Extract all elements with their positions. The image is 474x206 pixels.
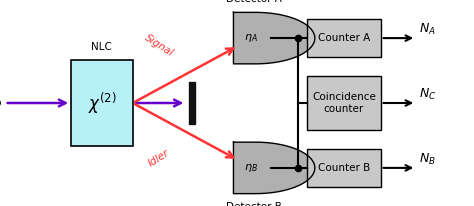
- Text: Coincidence
counter: Coincidence counter: [312, 92, 376, 114]
- Text: $\eta_A$: $\eta_A$: [244, 32, 258, 44]
- Text: NLC: NLC: [91, 41, 112, 52]
- Text: $\eta_B$: $\eta_B$: [244, 162, 258, 174]
- Text: $N_C$: $N_C$: [419, 87, 436, 102]
- Text: Detector A: Detector A: [226, 0, 282, 4]
- Text: Counter A: Counter A: [318, 33, 370, 43]
- Wedge shape: [255, 142, 315, 194]
- Text: $N_A$: $N_A$: [419, 22, 435, 37]
- Wedge shape: [255, 12, 315, 64]
- Text: $\chi^{(2)}$: $\chi^{(2)}$: [88, 90, 116, 116]
- Text: Detector B: Detector B: [226, 202, 282, 206]
- FancyBboxPatch shape: [307, 19, 381, 57]
- FancyBboxPatch shape: [233, 12, 255, 64]
- Text: $N_B$: $N_B$: [419, 152, 435, 167]
- FancyBboxPatch shape: [307, 76, 381, 130]
- Text: Idler: Idler: [146, 148, 171, 169]
- Bar: [189, 82, 195, 124]
- Text: Pump: Pump: [0, 98, 2, 108]
- Text: Signal: Signal: [143, 32, 175, 58]
- Text: Counter B: Counter B: [318, 163, 370, 173]
- FancyBboxPatch shape: [71, 60, 133, 146]
- FancyBboxPatch shape: [233, 142, 255, 194]
- FancyBboxPatch shape: [307, 149, 381, 187]
